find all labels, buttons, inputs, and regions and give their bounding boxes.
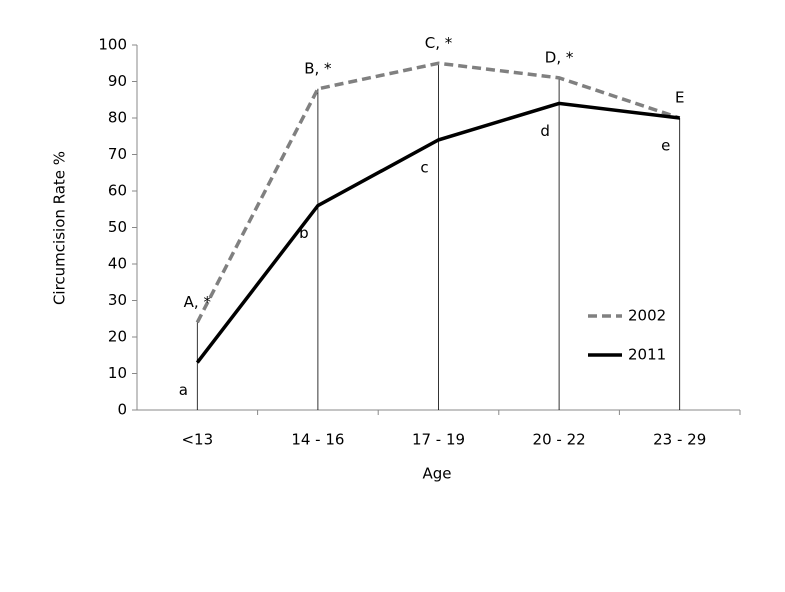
point-label: E bbox=[675, 89, 684, 107]
legend-label: 2011 bbox=[628, 346, 666, 364]
y-axis-label: Circumcision Rate % bbox=[51, 151, 69, 305]
point-label: e bbox=[661, 137, 670, 155]
y-tick-label: 0 bbox=[117, 401, 127, 419]
x-tick-label: 20 - 22 bbox=[533, 431, 586, 449]
x-tick-label: 23 - 29 bbox=[653, 431, 706, 449]
point-label: b bbox=[299, 224, 309, 242]
x-tick-label: 17 - 19 bbox=[412, 431, 465, 449]
y-tick-label: 50 bbox=[108, 218, 127, 236]
x-tick-label: <13 bbox=[181, 431, 213, 449]
series-line bbox=[195, 101, 680, 364]
y-tick-label: 60 bbox=[108, 182, 127, 200]
x-axis-label: Age bbox=[422, 465, 451, 483]
x-tick-label: 14 - 16 bbox=[291, 431, 344, 449]
y-tick-label: 90 bbox=[108, 72, 127, 90]
point-label: D, * bbox=[545, 48, 574, 66]
point-label: a bbox=[179, 381, 188, 399]
point-label: C, * bbox=[425, 34, 453, 52]
y-tick-label: 80 bbox=[108, 109, 127, 127]
y-tick-label: 70 bbox=[108, 145, 127, 163]
point-label: B, * bbox=[304, 59, 332, 77]
point-label: d bbox=[540, 122, 550, 140]
y-tick-label: 30 bbox=[108, 291, 127, 309]
point-label: c bbox=[420, 158, 428, 176]
series-line bbox=[195, 61, 681, 324]
y-tick-label: 20 bbox=[108, 328, 127, 346]
y-tick-label: 40 bbox=[108, 255, 127, 273]
y-tick-label: 100 bbox=[98, 36, 127, 54]
legend-label: 2002 bbox=[628, 307, 666, 325]
point-label: A, * bbox=[184, 293, 212, 311]
y-tick-label: 10 bbox=[108, 364, 127, 382]
